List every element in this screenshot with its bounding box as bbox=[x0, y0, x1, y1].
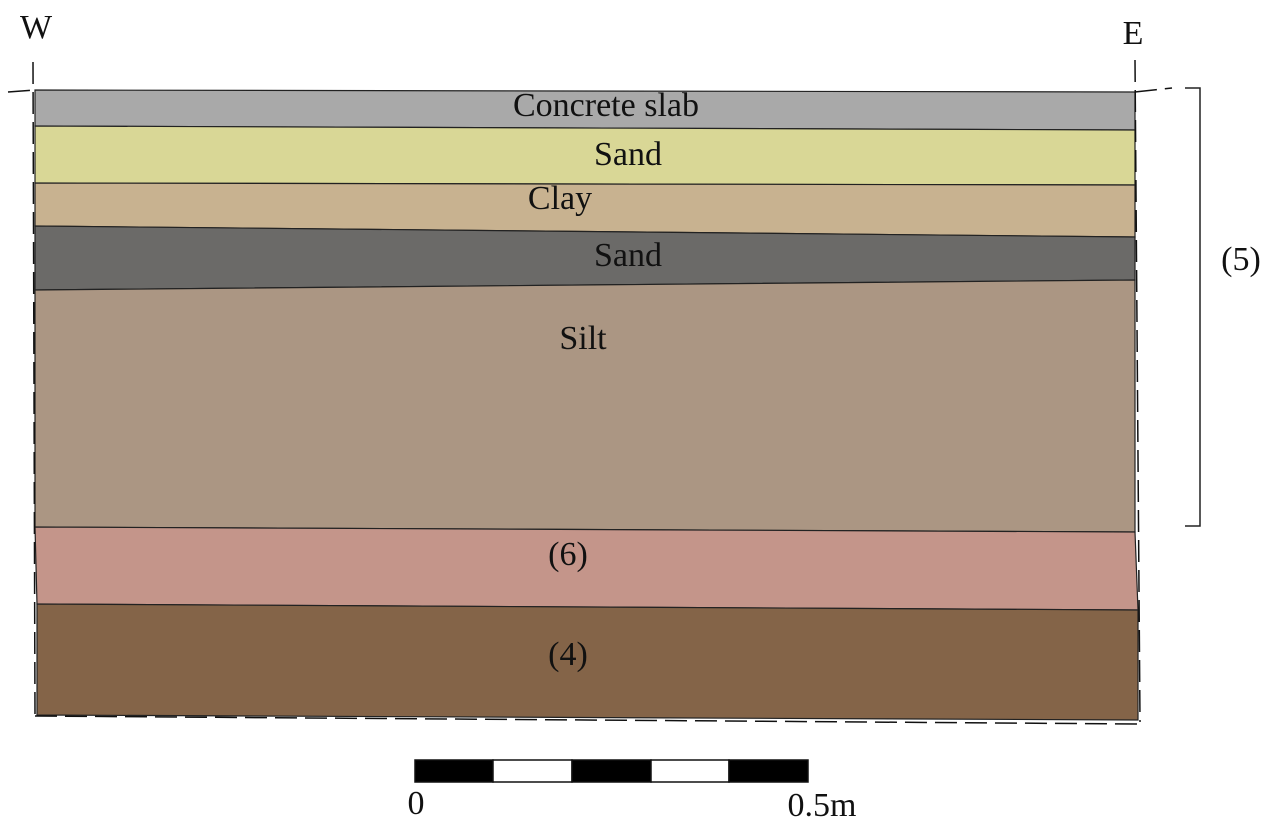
section-diagram: W E Concrete slab Sand Clay Sand Silt (6… bbox=[0, 0, 1277, 828]
scale-segment bbox=[415, 760, 493, 782]
layer bbox=[35, 280, 1135, 532]
layer-label: Concrete slab bbox=[513, 87, 699, 124]
layer-label: Sand bbox=[594, 237, 662, 274]
scale-segment bbox=[651, 760, 729, 782]
layer-label: Sand bbox=[594, 136, 662, 173]
bracket-label: (5) bbox=[1221, 241, 1261, 278]
scale-start: 0 bbox=[408, 785, 425, 822]
scale-segment bbox=[493, 760, 572, 782]
scale-segment bbox=[729, 760, 808, 782]
east-label: E bbox=[1123, 15, 1144, 52]
layer-label: (6) bbox=[548, 536, 588, 573]
layer-label: (4) bbox=[548, 636, 588, 673]
frame-line bbox=[1135, 88, 1172, 92]
layer bbox=[35, 126, 1135, 185]
scale-bar bbox=[415, 760, 808, 782]
bracket bbox=[1185, 88, 1200, 526]
west-label: W bbox=[20, 9, 53, 46]
layer-label: Clay bbox=[528, 180, 592, 217]
layer-label: Silt bbox=[559, 320, 607, 357]
frame-line bbox=[8, 90, 35, 92]
layer bbox=[35, 226, 1135, 290]
scale-segment bbox=[572, 760, 651, 782]
scale-end: 0.5m bbox=[788, 787, 857, 824]
